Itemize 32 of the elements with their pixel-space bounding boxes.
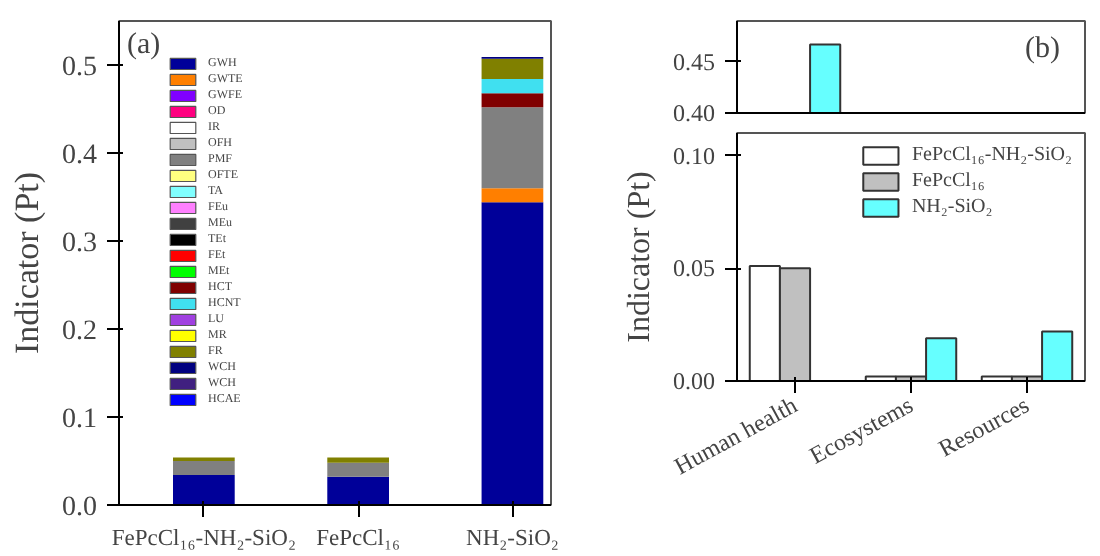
bar <box>481 188 544 203</box>
x-tick-label: FePcCl₁₆ <box>316 527 401 551</box>
bar <box>173 461 235 476</box>
y-tick-label: 0.45 <box>673 47 715 76</box>
legend-label: FePcCl₁₆ <box>911 170 985 192</box>
y-axis-title: Indicator (Pt) <box>623 171 657 343</box>
legend-label: NH₂-SiO₂ <box>911 196 993 218</box>
y-tick-label: 0.05 <box>673 254 715 283</box>
x-tick-label: FePcCl₁₆-NH₂-SiO₂ <box>111 527 296 551</box>
bar <box>481 107 544 189</box>
y-tick-label: 0.4 <box>62 141 97 171</box>
y-tick-label: 0.2 <box>62 317 97 347</box>
bar <box>173 475 235 505</box>
x-tick-label: NH₂-SiO₂ <box>466 527 559 551</box>
bar <box>327 462 389 477</box>
y-tick-label: 0.00 <box>673 367 715 395</box>
y-tick-label: 0.3 <box>62 229 97 259</box>
legend-label: FePcCl₁₆-NH₂-SiO₂ <box>911 144 1072 166</box>
y-tick-label: 0.5 <box>62 53 97 83</box>
y-tick-label: 0.0 <box>62 493 97 523</box>
bar <box>481 58 544 80</box>
annotation: (b) <box>1025 33 1060 65</box>
bar <box>481 202 544 505</box>
bar <box>327 457 389 463</box>
y-tick-label: 0.1 <box>62 405 97 435</box>
bar <box>327 476 389 505</box>
annotation: (a) <box>127 29 161 61</box>
bar <box>481 79 544 94</box>
bar <box>481 93 544 108</box>
y-tick-label: 0.40 <box>673 99 715 127</box>
y-tick-label: 0.10 <box>673 141 715 170</box>
y-axis-title: Indicator (Pt) <box>8 171 46 355</box>
